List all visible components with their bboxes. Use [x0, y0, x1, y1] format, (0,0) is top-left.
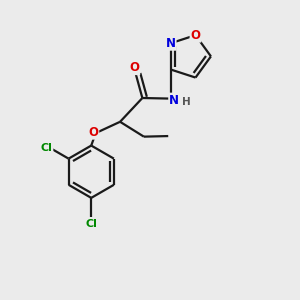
Text: O: O [190, 29, 200, 42]
Text: O: O [129, 61, 139, 74]
Text: Cl: Cl [85, 219, 97, 229]
Text: N: N [169, 94, 179, 106]
Text: Cl: Cl [40, 143, 52, 153]
Text: H: H [182, 97, 190, 107]
Text: N: N [166, 37, 176, 50]
Text: O: O [88, 126, 98, 139]
